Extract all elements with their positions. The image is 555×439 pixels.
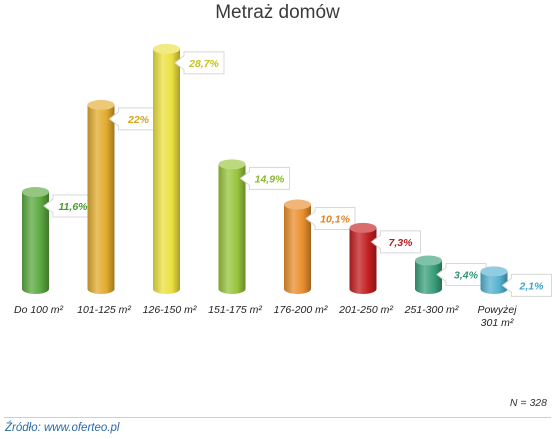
bar-series: 11,6% 22% 28,7% 14,9% 10,1% 7,3% 3,4% 2,1% bbox=[22, 43, 552, 297]
value-label: 7,3% bbox=[389, 237, 414, 249]
category-label: 151-175 m² bbox=[208, 304, 262, 316]
bar-top bbox=[415, 255, 442, 266]
category-labels: Do 100 m² 101-125 m² 126-150 m² 151-175 m² 1… bbox=[14, 304, 517, 329]
bar-top bbox=[284, 199, 311, 210]
bar-5: 10,1% bbox=[284, 199, 356, 294]
bar-body bbox=[22, 191, 49, 294]
category-label: 126-150 m² bbox=[143, 304, 197, 316]
bar-3: 28,7% bbox=[153, 43, 225, 295]
bar-body bbox=[349, 227, 377, 294]
category-label: Do 100 m² bbox=[14, 304, 64, 316]
bar-6: 7,3% bbox=[349, 222, 421, 294]
bar-4: 14,9% bbox=[218, 159, 290, 294]
value-label: 3,4% bbox=[454, 270, 479, 282]
category-label: 251-300 m² bbox=[404, 304, 459, 316]
bar-top bbox=[349, 222, 377, 233]
bar-body bbox=[284, 204, 311, 294]
bar-top bbox=[218, 159, 246, 170]
value-tag bbox=[501, 273, 552, 297]
value-label: 2,1% bbox=[519, 280, 545, 292]
bar-body bbox=[218, 164, 246, 294]
value-tag bbox=[370, 230, 421, 254]
bar-top bbox=[22, 186, 49, 197]
bar-2: 22% bbox=[87, 99, 159, 294]
sample-size-label: N = 328 bbox=[509, 397, 547, 409]
footer-divider bbox=[4, 417, 551, 418]
chart-title: Metraż domów bbox=[215, 2, 340, 23]
bar-1: 11,6% bbox=[22, 186, 94, 294]
category-label: 176-200 m² bbox=[274, 304, 328, 316]
value-label: 10,1% bbox=[320, 213, 350, 225]
source-link[interactable]: Źródło: www.oferteo.pl bbox=[5, 422, 120, 434]
value-tag bbox=[174, 51, 225, 75]
bar-8: 2,1% bbox=[480, 266, 552, 297]
bar-top bbox=[153, 43, 180, 54]
bar-body bbox=[480, 271, 508, 294]
bar-body bbox=[415, 260, 442, 294]
value-label: 14,9% bbox=[255, 173, 285, 185]
bar-top bbox=[87, 99, 115, 110]
bar-body bbox=[87, 104, 115, 294]
category-label: 101-125 m² bbox=[77, 304, 131, 316]
value-tag bbox=[305, 206, 356, 230]
bar-chart: 11,6% 22% 28,7% 14,9% 10,1% 7,3% 3,4% 2,1% Do 1… bbox=[14, 43, 552, 329]
value-label: 28,7% bbox=[188, 58, 219, 70]
category-label: Powyżej 301 m² bbox=[477, 304, 517, 329]
category-label: 201-250 m² bbox=[338, 304, 393, 316]
value-label: 11,6% bbox=[59, 201, 89, 213]
bar-top bbox=[480, 266, 508, 277]
value-tag bbox=[239, 166, 290, 190]
value-label: 22% bbox=[127, 114, 150, 126]
bar-body bbox=[153, 48, 180, 295]
bar-7: 3,4% bbox=[415, 255, 487, 294]
